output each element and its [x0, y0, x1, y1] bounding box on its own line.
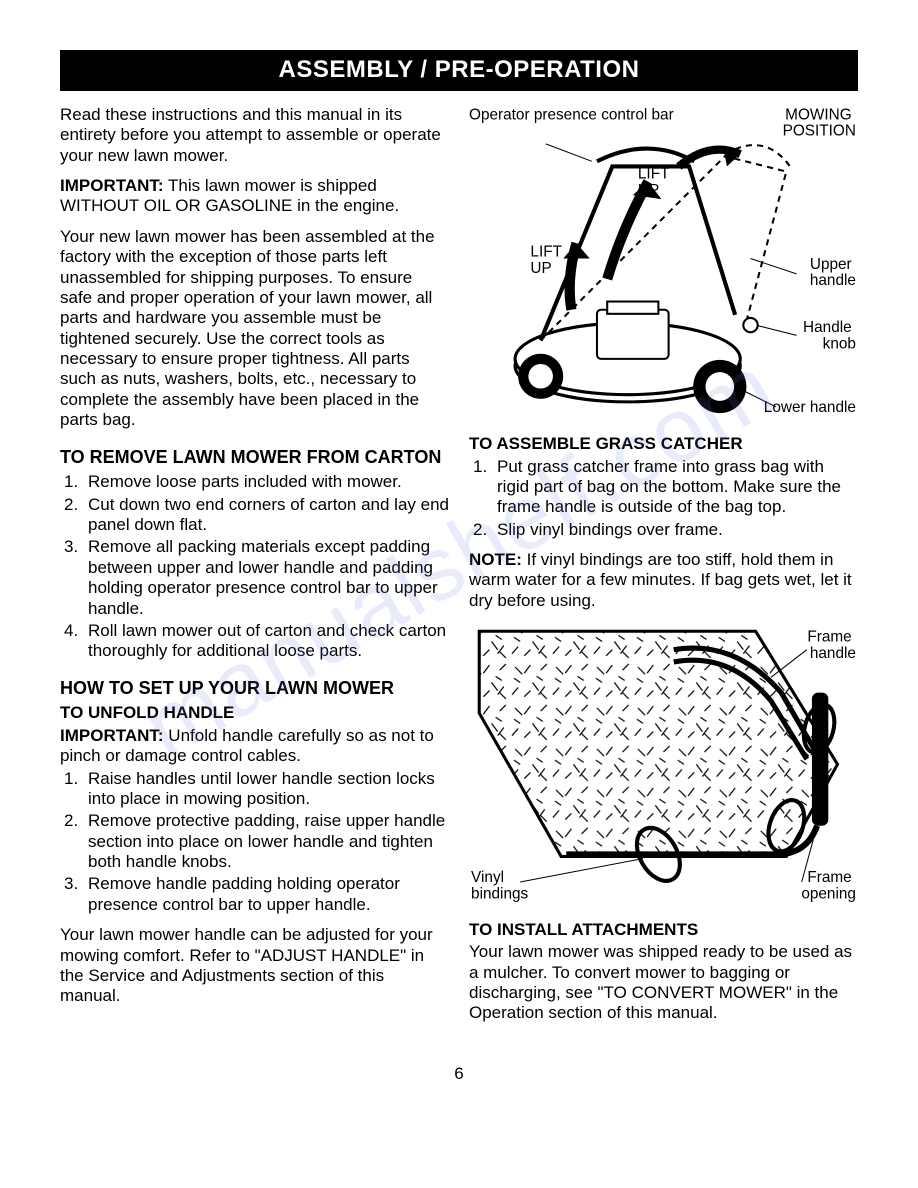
- content-columns: Read these instructions and this manual …: [60, 105, 858, 1034]
- remove-heading: TO REMOVE LAWN MOWER FROM CARTON: [60, 447, 449, 469]
- note-label: NOTE:: [469, 550, 522, 569]
- list-item: Remove loose parts included with mower.: [60, 472, 449, 492]
- diagram-label: Frame opening: [801, 869, 856, 902]
- important-label: IMPORTANT:: [60, 176, 164, 195]
- unfold-important-label: IMPORTANT:: [60, 726, 164, 745]
- diagram-label: LIFT UP: [530, 243, 566, 276]
- install-paragraph: Your lawn mower was shipped ready to be …: [469, 942, 858, 1024]
- page-header: ASSEMBLY / PRE-OPERATION: [60, 50, 858, 91]
- remove-list: Remove loose parts included with mower. …: [60, 472, 449, 662]
- handle-adjust-paragraph: Your lawn mower handle can be adjusted f…: [60, 925, 449, 1007]
- diagram-label: Operator presence control bar: [469, 106, 674, 123]
- list-item: Cut down two end corners of carton and l…: [60, 495, 449, 536]
- factory-paragraph: Your new lawn mower has been assembled a…: [60, 227, 449, 431]
- page-number: 6: [60, 1064, 858, 1084]
- diagram-label: MOWING POSITION: [783, 106, 856, 139]
- list-item: Slip vinyl bindings over frame.: [469, 520, 858, 540]
- unfold-heading: TO UNFOLD HANDLE: [60, 703, 449, 723]
- install-heading: TO INSTALL ATTACHMENTS: [469, 920, 858, 940]
- list-item: Remove protective padding, raise upper h…: [60, 811, 449, 872]
- diagram-label: Handle knob: [803, 319, 856, 352]
- list-item: Remove all packing materials except padd…: [60, 537, 449, 619]
- list-item: Roll lawn mower out of carton and check …: [60, 621, 449, 662]
- list-item: Raise handles until lower handle section…: [60, 769, 449, 810]
- setup-heading: HOW TO SET UP YOUR LAWN MOWER: [60, 678, 449, 700]
- important-paragraph: IMPORTANT: This lawn mower is shipped WI…: [60, 176, 449, 217]
- note-text: If vinyl bindings are too stiff, hold th…: [469, 550, 852, 610]
- assemble-heading: TO ASSEMBLE GRASS CATCHER: [469, 434, 858, 454]
- left-column: Read these instructions and this manual …: [60, 105, 449, 1034]
- unfold-list: Raise handles until lower handle section…: [60, 769, 449, 916]
- list-item: Remove handle padding holding operator p…: [60, 874, 449, 915]
- right-column: Operator presence control bar MOWING POS…: [469, 105, 858, 1034]
- diagram-label: Frame handle: [807, 629, 856, 662]
- grass-catcher-diagram: Frame handle Vinyl bindings Frame openin…: [469, 621, 858, 908]
- assemble-list: Put grass catcher frame into grass bag w…: [469, 457, 858, 541]
- grass-catcher-svg: Frame handle Vinyl bindings Frame openin…: [469, 621, 858, 908]
- diagram-label: Vinyl bindings: [471, 869, 528, 902]
- mower-diagram: Operator presence control bar MOWING POS…: [469, 105, 858, 422]
- note-paragraph: NOTE: If vinyl bindings are too stiff, h…: [469, 550, 858, 611]
- mower-diagram-svg: Operator presence control bar MOWING POS…: [469, 105, 858, 422]
- intro-paragraph: Read these instructions and this manual …: [60, 105, 449, 166]
- list-item: Put grass catcher frame into grass bag w…: [469, 457, 858, 518]
- diagram-label: Upper handle: [810, 256, 856, 289]
- unfold-important: IMPORTANT: Unfold handle carefully so as…: [60, 726, 449, 767]
- diagram-label: Lower handle: [764, 399, 856, 416]
